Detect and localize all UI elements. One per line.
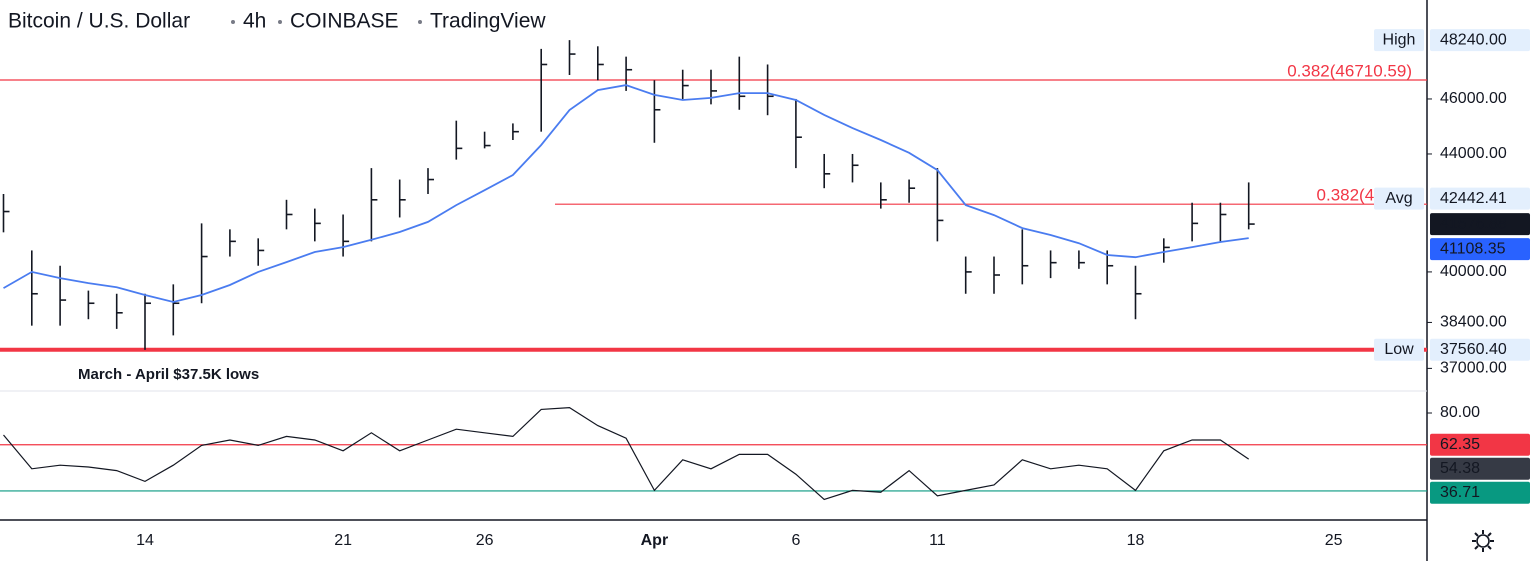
settings-icon[interactable] — [1472, 530, 1494, 552]
x-tick-label: 11 — [929, 532, 946, 549]
x-tick-label: 18 — [1127, 532, 1145, 549]
avg-label-tag-box — [1374, 187, 1424, 210]
y-tick-label: 40000.00 — [1440, 263, 1507, 280]
high-label: 48240.00 — [1440, 31, 1507, 48]
rsi-last-label-box — [1430, 457, 1530, 480]
low-label-box — [1430, 338, 1530, 361]
x-tick-label: 25 — [1325, 532, 1343, 549]
separator-dot — [231, 20, 235, 24]
gear-teeth — [1472, 530, 1494, 552]
high-label-tag: High — [1383, 31, 1416, 48]
rsi-lower-label-box — [1430, 481, 1530, 504]
x-tick-label: 6 — [791, 532, 800, 549]
source: TradingView — [430, 10, 546, 33]
rsi-line — [3, 406, 1250, 501]
y-tick-label: 44000.00 — [1440, 145, 1507, 162]
y-tick-label: 46000.00 — [1440, 90, 1507, 107]
annotation: March - April $37.5K lows — [78, 366, 259, 383]
ma-label: 41108.35 — [1440, 240, 1506, 257]
rsi-last-label: 54.38 — [1440, 460, 1480, 477]
rsi-tick-label: 80.00 — [1440, 404, 1480, 421]
avg-label: 42442.41 — [1440, 190, 1507, 207]
last-price-label: 41576.88 — [1440, 215, 1507, 232]
interval: 4h — [243, 10, 266, 33]
separator-dot — [278, 20, 282, 24]
exchange: COINBASE — [290, 10, 399, 33]
y-tick-label: 38400.00 — [1440, 314, 1507, 331]
high-label-box — [1430, 29, 1530, 52]
avg-label-tag: Avg — [1385, 190, 1412, 207]
rsi-upper-label-box — [1430, 433, 1530, 456]
title-bar: Bitcoin / U.S. Dollar 4h COINBASE Tradin… — [8, 10, 546, 33]
separator-dot — [418, 20, 422, 24]
symbol-title: Bitcoin / U.S. Dollar — [8, 10, 190, 33]
ma-label-box — [1430, 238, 1530, 261]
avg-label-box — [1430, 187, 1530, 210]
x-tick-label: 21 — [334, 532, 352, 549]
low-label: 37560.40 — [1440, 341, 1507, 358]
high-label-tag-box — [1374, 29, 1424, 52]
x-tick-label: 26 — [476, 532, 494, 549]
y-tick-label: 37000.00 — [1440, 360, 1507, 377]
low-label-tag-box — [1374, 338, 1424, 361]
x-tick-label: 14 — [136, 532, 154, 549]
fib-label: 0.382(46710.59) — [1287, 61, 1412, 80]
gear-ring — [1476, 534, 1490, 548]
rsi-lower-label: 36.71 — [1440, 484, 1480, 501]
low-label-tag: Low — [1384, 341, 1414, 358]
last-price-label-box — [1430, 213, 1530, 236]
moving-average — [3, 84, 1249, 303]
rsi-upper-label: 62.35 — [1440, 436, 1480, 453]
x-tick-label: Apr — [641, 532, 669, 549]
